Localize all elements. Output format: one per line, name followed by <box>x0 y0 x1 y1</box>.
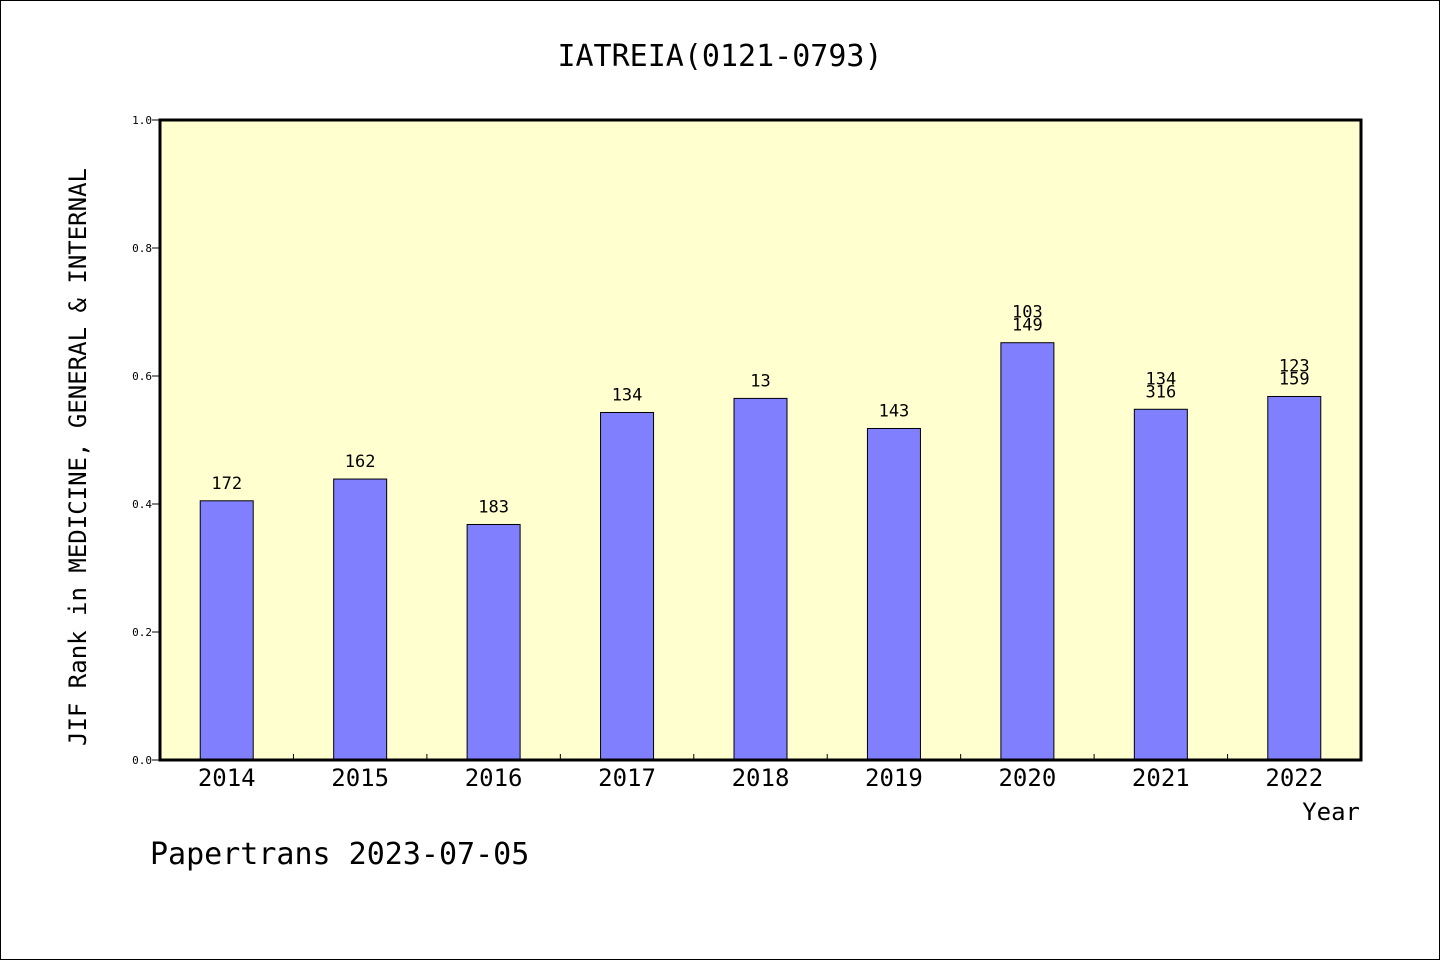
x-tick-label: 2015 <box>331 764 389 792</box>
bar-data-label: 159 <box>1279 369 1310 389</box>
x-tick-label: 2022 <box>1265 764 1323 792</box>
bar <box>1133 408 1188 761</box>
bar-data-label: 13 <box>750 371 770 391</box>
bar-data-label: 123 <box>1279 356 1310 376</box>
x-tick-label: 2014 <box>198 764 256 792</box>
chart-title: IATREIA(0121-0793) <box>557 39 882 74</box>
x-axis: 2014 2015 2016 2017 2018 2019 2020 2021 2022 <box>198 754 1323 792</box>
y-axis-label: JIF Rank in MEDICINE, GENERAL & INTERNAL <box>64 168 92 746</box>
x-tick-label: 2019 <box>865 764 923 792</box>
bar-data-label: 149 <box>1012 316 1043 336</box>
x-tick-label: 2021 <box>1132 764 1190 792</box>
bar-data-label: 143 <box>879 401 910 421</box>
y-tick-label: 0.0 <box>132 754 152 767</box>
bar <box>1267 395 1322 761</box>
x-tick-label: 2020 <box>998 764 1056 792</box>
bar <box>600 411 655 761</box>
bar <box>199 500 254 761</box>
bar <box>333 478 388 761</box>
x-tick-label: 2016 <box>465 764 523 792</box>
bar <box>1000 342 1055 761</box>
bar-data-label: 172 <box>211 474 242 494</box>
y-tick-label: 0.6 <box>132 370 152 383</box>
x-tick-label: 2017 <box>598 764 656 792</box>
bar-data-label: 134 <box>612 385 643 405</box>
y-tick-label: 0.8 <box>132 242 152 255</box>
bar-data-label: 183 <box>478 497 509 517</box>
bar-data-label: 134 <box>1145 369 1176 389</box>
bar <box>733 397 788 761</box>
bar-data-label: 162 <box>345 452 376 472</box>
y-tick-label: 0.2 <box>132 626 152 639</box>
y-tick-label: 0.4 <box>132 498 152 511</box>
y-tick-label: 1.0 <box>132 114 152 127</box>
bar-data-label: 316 <box>1145 382 1176 402</box>
y-axis: 0.0 0.2 0.4 0.6 0.8 1.0 <box>132 114 160 767</box>
bar <box>466 523 521 761</box>
plot-border <box>158 118 1363 762</box>
bar <box>866 427 921 761</box>
footer-text: Papertrans 2023-07-05 <box>150 837 529 872</box>
x-axis-label: Year <box>1302 798 1360 826</box>
x-tick-label: 2018 <box>732 764 790 792</box>
bar-data-label: 103 <box>1012 303 1043 323</box>
